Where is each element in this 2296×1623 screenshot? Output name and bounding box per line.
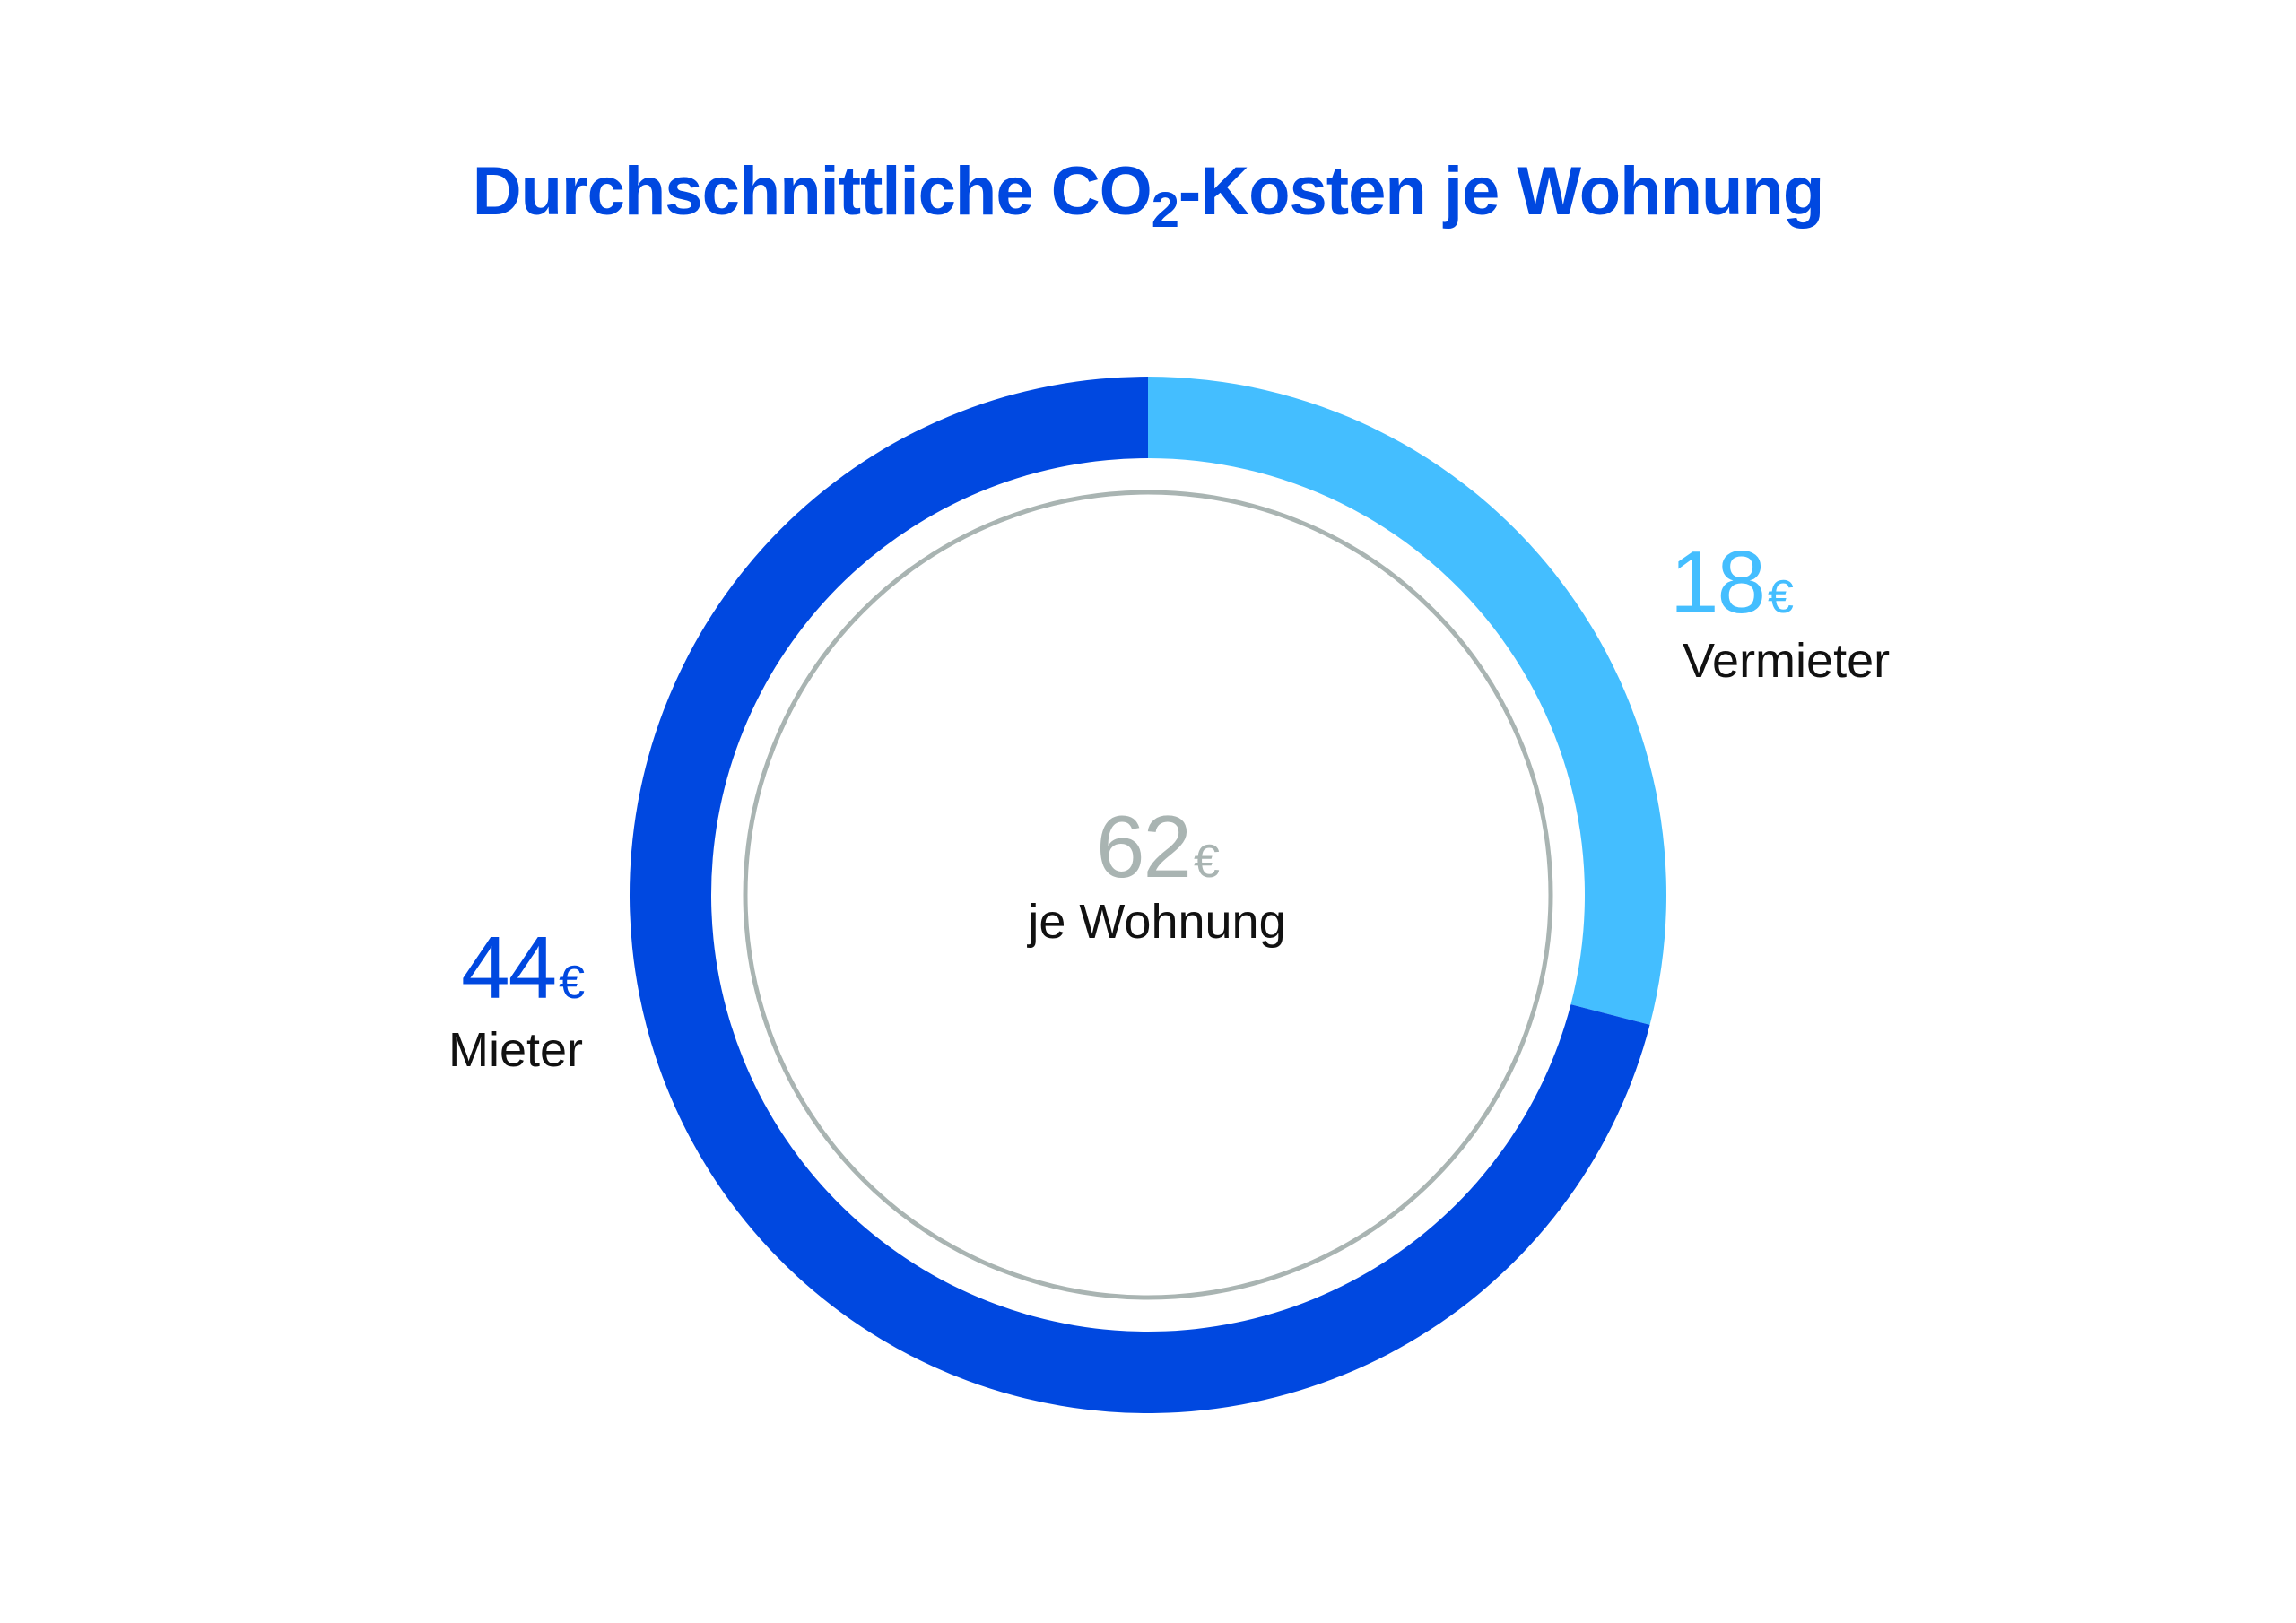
mieter-value-currency: € bbox=[559, 957, 585, 1009]
total-value-number: 62 bbox=[1096, 797, 1192, 896]
inner-ring bbox=[743, 490, 1553, 1300]
vermieter-caption: Vermieter bbox=[1683, 634, 1891, 688]
vermieter-value: 18€ bbox=[1670, 538, 1890, 626]
total-value: 62€ bbox=[969, 803, 1345, 890]
mieter-value-number: 44 bbox=[461, 918, 557, 1017]
mieter-caption: Mieter bbox=[448, 1023, 583, 1077]
total-label: 62€ je Wohnung bbox=[969, 803, 1345, 946]
title-subscript: 2 bbox=[1151, 181, 1179, 238]
mieter-label: 44€ Mieter bbox=[386, 924, 585, 1077]
chart-title: Durchschnittliche CO2-Kosten je Wohnung bbox=[0, 152, 2296, 235]
title-main: Durchschnittliche CO bbox=[472, 153, 1152, 230]
title-rest: -Kosten je Wohnung bbox=[1178, 153, 1824, 230]
vermieter-label: 18€ Vermieter bbox=[1670, 538, 1890, 685]
vermieter-value-number: 18 bbox=[1670, 533, 1766, 631]
donut-slice-vermieter bbox=[1148, 377, 1666, 1025]
total-caption: je Wohnung bbox=[1028, 895, 1286, 949]
vermieter-value-currency: € bbox=[1768, 571, 1794, 623]
mieter-value: 44€ bbox=[386, 924, 585, 1011]
total-value-currency: € bbox=[1194, 836, 1220, 888]
